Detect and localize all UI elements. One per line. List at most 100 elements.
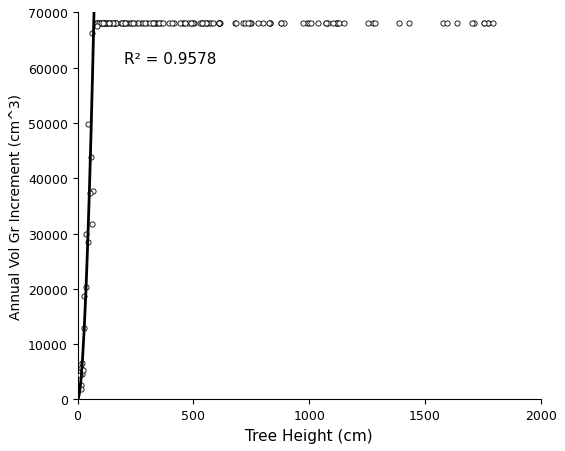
Point (168, 21, 177, 28)
Point (241, 21, 250, 28)
Point (99, 21, 108, 28)
Point (84, 239, 93, 246)
Point (82, 283, 91, 290)
Point (127, 21, 136, 28)
Point (128, 21, 137, 28)
Point (470, 21, 479, 28)
Point (129, 21, 138, 28)
Point (323, 21, 332, 28)
Point (78, 360, 87, 367)
Point (101, 21, 110, 28)
Point (88, 221, 97, 229)
Point (108, 21, 118, 28)
Y-axis label: Annual Vol Gr Increment (cm^3): Annual Vol Gr Increment (cm^3) (8, 94, 23, 319)
Point (107, 21, 116, 28)
Point (77, 371, 86, 378)
Point (186, 21, 195, 28)
Point (175, 21, 184, 28)
Point (123, 21, 132, 28)
Point (298, 21, 307, 28)
Point (208, 21, 217, 28)
Point (368, 21, 377, 28)
Point (150, 21, 159, 28)
Point (265, 21, 274, 28)
Point (238, 21, 247, 28)
Point (111, 21, 120, 28)
Point (177, 21, 186, 28)
Point (276, 21, 285, 28)
Point (170, 21, 179, 28)
Point (151, 21, 160, 28)
Point (118, 21, 127, 28)
Point (214, 21, 223, 28)
Point (186, 21, 195, 28)
Point (98, 21, 107, 28)
Point (121, 21, 130, 28)
Point (97, 21, 106, 28)
Point (321, 21, 331, 28)
Point (133, 21, 142, 28)
Point (307, 21, 316, 28)
Point (277, 21, 286, 28)
Point (106, 21, 115, 28)
Point (93, 23, 102, 31)
Point (266, 21, 275, 28)
Point (479, 21, 488, 28)
Point (484, 21, 493, 28)
Point (122, 21, 131, 28)
Point (147, 21, 157, 28)
Point (151, 21, 160, 28)
Point (105, 21, 114, 28)
Point (321, 21, 331, 28)
Point (201, 21, 210, 28)
Point (198, 21, 207, 28)
Point (189, 21, 198, 28)
Point (95, 21, 104, 28)
Point (95, 21, 104, 28)
Point (244, 21, 253, 28)
Point (132, 21, 141, 28)
Point (246, 21, 255, 28)
Point (76, 386, 85, 393)
Point (92, 21, 101, 28)
Point (438, 21, 447, 28)
Point (314, 21, 323, 28)
Point (141, 21, 150, 28)
Point (205, 21, 214, 28)
Point (86, 190, 95, 198)
Point (80, 324, 89, 331)
Point (405, 21, 414, 28)
Point (305, 21, 314, 28)
Point (154, 21, 163, 28)
Point (118, 21, 127, 28)
Point (253, 21, 262, 28)
Point (92, 21, 101, 28)
Point (80, 293, 89, 300)
Point (332, 21, 341, 28)
Point (105, 21, 114, 28)
Point (149, 21, 158, 28)
Point (126, 21, 135, 28)
Point (259, 21, 268, 28)
Point (489, 21, 498, 28)
Point (181, 21, 190, 28)
Point (207, 21, 216, 28)
Point (78, 367, 87, 374)
Point (202, 21, 211, 28)
Point (279, 21, 288, 28)
Point (184, 21, 193, 28)
Point (215, 21, 224, 28)
Point (199, 21, 208, 28)
Point (89, 188, 98, 195)
Point (95, 21, 104, 28)
Point (467, 21, 476, 28)
Point (246, 21, 255, 28)
Point (76, 382, 85, 389)
Point (102, 21, 111, 28)
Point (93, 21, 102, 28)
Point (99, 21, 108, 28)
Point (103, 21, 112, 28)
Point (76, 372, 85, 379)
Point (165, 21, 174, 28)
Point (159, 21, 168, 28)
